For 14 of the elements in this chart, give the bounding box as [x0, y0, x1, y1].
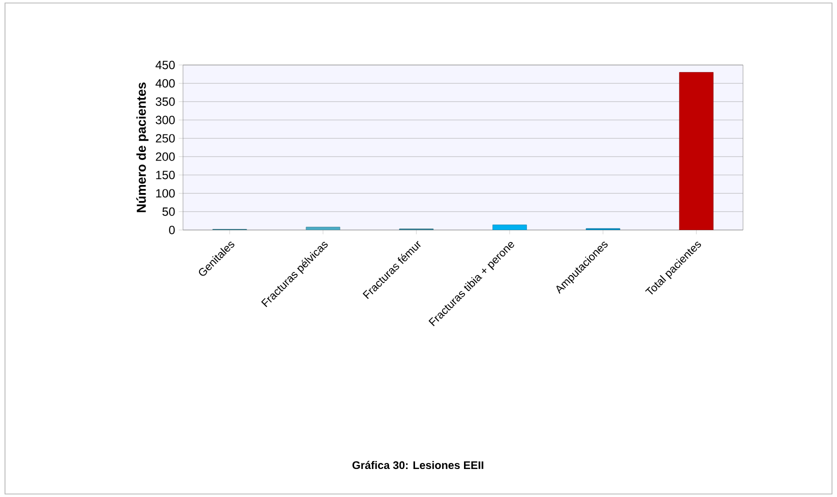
y-tick-label: 250	[156, 134, 175, 143]
y-tick-label: 300	[156, 116, 175, 124]
y-axis-title: Número de pacientes	[136, 82, 148, 212]
bar	[679, 72, 714, 230]
y-tick-label: 150	[156, 170, 175, 180]
y-tick-label: 350	[156, 97, 175, 106]
bar	[492, 224, 527, 230]
y-tick-label: 200	[156, 152, 175, 161]
y-tick-label: 0	[169, 226, 175, 234]
y-tick-label: 50	[162, 207, 175, 216]
y-tick-label: 450	[156, 60, 175, 70]
y-tick-label: 400	[156, 79, 175, 88]
text: Gráfica 30: Lesiones EEII	[352, 460, 484, 470]
y-tick-label: 100	[156, 189, 175, 198]
